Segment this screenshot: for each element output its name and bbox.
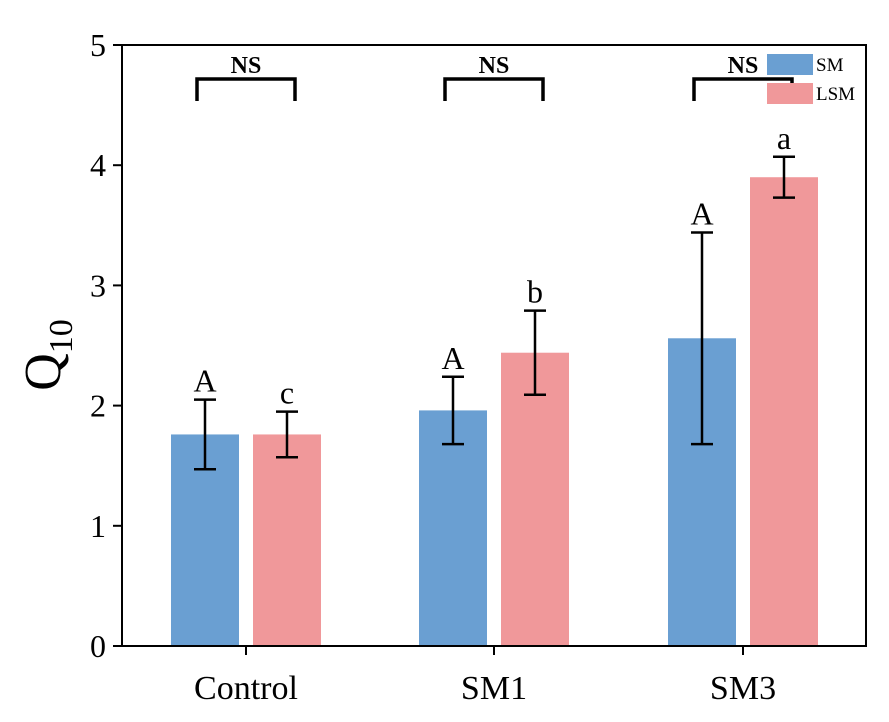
bar-lsm-sm3 bbox=[750, 177, 818, 646]
bar-lsm-control bbox=[253, 434, 321, 646]
y-tick-label: 0 bbox=[90, 628, 106, 664]
x-tick-label: SM1 bbox=[461, 670, 527, 707]
significance-letter: A bbox=[193, 363, 216, 399]
significance-letter: c bbox=[280, 375, 294, 411]
error-bar-sm-sm3 bbox=[691, 231, 713, 446]
bar-sm-sm1 bbox=[419, 410, 487, 646]
error-bar-lsm-control bbox=[276, 410, 298, 459]
error-bar-lsm-sm3 bbox=[773, 155, 795, 199]
y-tick-label: 3 bbox=[90, 267, 106, 303]
y-tick-label: 4 bbox=[90, 147, 106, 183]
ns-label: NS bbox=[231, 53, 262, 79]
x-tick-label: SM3 bbox=[710, 670, 776, 707]
y-axis-label: Q10 bbox=[15, 319, 80, 391]
bar-lsm-sm1 bbox=[501, 352, 569, 646]
ns-bracket bbox=[443, 77, 545, 101]
legend-swatch-sm bbox=[767, 54, 813, 75]
bars-layer bbox=[171, 177, 818, 646]
y-axis: 0 1 2 3 4 5 bbox=[90, 27, 122, 664]
y-tick-label: 1 bbox=[90, 508, 106, 544]
y-tick-label: 5 bbox=[90, 27, 106, 63]
x-axis: Control SM1 SM3 bbox=[194, 646, 776, 707]
error-bars-layer bbox=[194, 155, 795, 471]
significance-letters-layer: A A Ac b a bbox=[193, 120, 791, 411]
brackets-layer: NS NS NS bbox=[195, 53, 794, 101]
legend-label-lsm: LSM bbox=[816, 84, 855, 105]
y-axis-label-main: Q bbox=[15, 353, 72, 391]
significance-letter: a bbox=[777, 120, 791, 156]
error-bar-lsm-sm1 bbox=[524, 309, 546, 397]
ns-label: NS bbox=[728, 53, 759, 79]
x-tick-label: Control bbox=[194, 670, 298, 707]
y-tick-label: 2 bbox=[90, 388, 106, 424]
ns-bracket bbox=[195, 77, 297, 101]
error-bar-sm-sm1 bbox=[442, 375, 464, 446]
significance-letter: b bbox=[527, 274, 543, 310]
significance-letter: A bbox=[441, 340, 464, 376]
legend-swatch-lsm bbox=[767, 83, 813, 104]
error-bar-sm-control bbox=[194, 398, 216, 471]
legend: SM LSM bbox=[767, 54, 855, 105]
legend-label-sm: SM bbox=[816, 55, 844, 76]
y-axis-label-subscript: 10 bbox=[43, 319, 80, 353]
significance-letter: A bbox=[690, 196, 713, 232]
ns-label: NS bbox=[479, 53, 510, 79]
